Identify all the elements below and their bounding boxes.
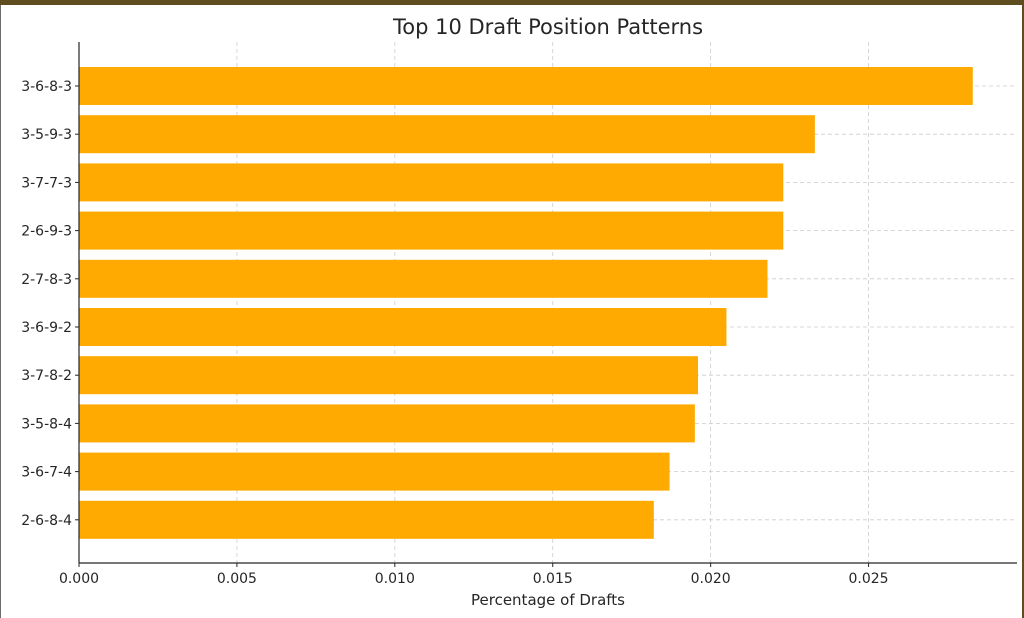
y-tick-label: 3-6-9-2 bbox=[21, 320, 72, 336]
y-tick-label: 2-6-9-3 bbox=[21, 224, 72, 240]
x-tick-label: 0.020 bbox=[691, 571, 731, 587]
y-tick-label: 3-7-8-2 bbox=[21, 368, 72, 384]
x-tick-label: 0.025 bbox=[849, 571, 889, 587]
bar bbox=[79, 452, 670, 491]
y-tick-label: 3-5-9-3 bbox=[21, 127, 72, 143]
y-tick-label: 3-7-7-3 bbox=[21, 175, 72, 191]
bar bbox=[79, 211, 784, 250]
window-right-border bbox=[1022, 5, 1024, 618]
window-top-border bbox=[0, 0, 1024, 5]
bar bbox=[79, 115, 815, 154]
x-tick-label: 0.005 bbox=[217, 571, 257, 587]
bar bbox=[79, 67, 973, 105]
x-tick-label: 0.000 bbox=[59, 571, 99, 587]
window-left-border bbox=[0, 5, 1, 618]
bar bbox=[79, 356, 699, 395]
y-tick-label: 3-5-8-4 bbox=[21, 416, 72, 432]
y-tick-label: 3-6-7-4 bbox=[21, 465, 72, 481]
bar bbox=[79, 404, 695, 443]
x-tick-label: 0.010 bbox=[375, 571, 415, 587]
x-tick-label: 0.015 bbox=[533, 571, 573, 587]
y-tick-label: 2-7-8-3 bbox=[21, 272, 72, 288]
y-tick-label: 2-6-8-4 bbox=[21, 513, 72, 529]
x-axis-label: Percentage of Drafts bbox=[471, 591, 625, 609]
axis-layer: 3-6-8-3 3-5-9-3 3-7-7-3 2-6-9-3 2-7-8-3 3-6-9… bbox=[21, 42, 1017, 587]
y-tick-label: 3-6-8-3 bbox=[21, 79, 72, 95]
bar-layer bbox=[79, 67, 973, 539]
bar bbox=[79, 500, 654, 539]
bar bbox=[79, 163, 784, 202]
bar bbox=[79, 308, 727, 346]
chart-title: Top 10 Draft Position Patterns bbox=[392, 15, 703, 39]
bar bbox=[79, 259, 768, 298]
